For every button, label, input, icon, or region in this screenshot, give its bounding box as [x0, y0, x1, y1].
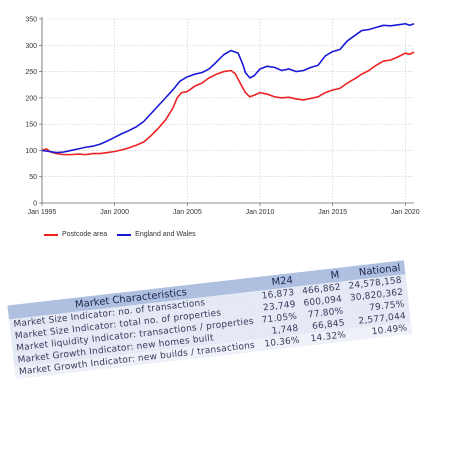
y-tick-label: 150: [25, 122, 37, 129]
y-tick-label: 50: [29, 174, 37, 181]
x-tick-label: Jan 2005: [173, 209, 202, 216]
legend-item-postcode-area: Postcode area: [44, 231, 107, 238]
legend-item-england-wales: England and Wales: [117, 231, 196, 238]
legend-swatch-england-wales: [117, 233, 132, 236]
legend-swatch-postcode-area: [44, 233, 58, 236]
series-line-postcode-area: [41, 51, 415, 156]
market-characteristics-table: Market Characteristics M24 M National Ma…: [7, 260, 412, 379]
y-tick-label: 350: [25, 17, 37, 24]
x-tick-label: Jan 2015: [318, 209, 347, 216]
series-line-england-and-wales: [41, 22, 415, 154]
y-tick-label: 100: [25, 148, 37, 155]
chart-axes: 0 50 100 150 200 250 300 350 Jan 1995 Jan 2000 Jan…: [25, 17, 419, 217]
chart-series: [41, 22, 415, 156]
y-tick-label: 250: [25, 69, 37, 76]
legend-label-postcode-area: Postcode area: [62, 231, 108, 238]
x-tick-label: Jan 2010: [246, 209, 275, 216]
x-tick-label: Jan 1995: [28, 209, 57, 216]
house-price-index-chart: 0 50 100 150 200 250 300 350 Jan 1995 Jan 2000 Jan…: [25, 16, 420, 217]
y-tick-label: 0: [33, 201, 37, 208]
legend-label-england-wales: England and Wales: [135, 231, 196, 238]
market-characteristics-table-wrapper: Market Characteristics M24 M National Ma…: [7, 252, 450, 379]
y-tick-label: 300: [25, 43, 37, 50]
y-tick-label: 200: [25, 95, 37, 102]
x-tick-label: Jan 2000: [100, 209, 129, 216]
x-tick-label: Jan 2020: [391, 209, 420, 216]
chart-legend: Postcode area England and Wales: [44, 231, 196, 238]
